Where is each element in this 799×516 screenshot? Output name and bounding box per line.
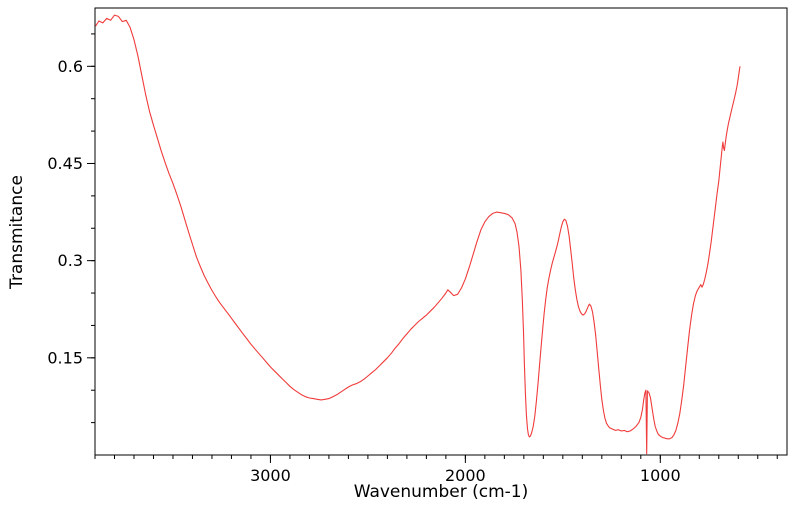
x-axis-label: Wavenumber (cm-1) (354, 482, 529, 502)
y-axis-label: Transmitance (7, 175, 27, 290)
y-tick-label: 0.45 (47, 154, 83, 173)
spectrum-line (95, 14, 741, 455)
x-tick-label: 2000 (445, 466, 486, 485)
x-tick-label: 3000 (250, 466, 291, 485)
y-tick-label: 0.6 (58, 57, 83, 76)
y-tick-label: 0.3 (58, 251, 83, 270)
x-tick-label: 1000 (640, 466, 681, 485)
plot-frame (94, 7, 788, 456)
y-tick-label: 0.15 (47, 348, 83, 367)
